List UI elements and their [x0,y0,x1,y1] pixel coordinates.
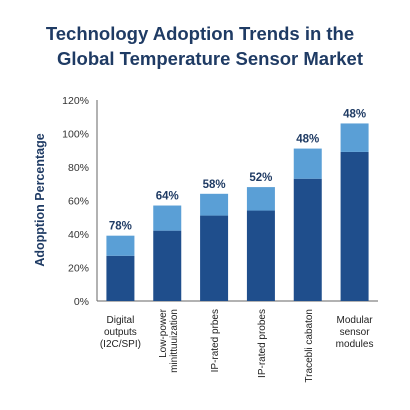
x-tick-label: modules [336,339,374,350]
x-tick-label: Tracebli cabaton [304,309,315,383]
x-tick-label: IP-rated probes [257,309,268,378]
x-tick-label: outputs [104,327,137,338]
y-tick-label: 20% [68,263,89,275]
data-label: 48% [296,134,319,146]
data-label: 58% [203,179,226,191]
bar-segment-top [340,123,369,152]
bar-segment-base [293,178,322,301]
x-tick-label: Digital [107,315,135,326]
data-label: 64% [156,191,179,203]
data-label: 48% [343,108,366,120]
x-tick-label: IP-rated prbes [210,309,221,372]
y-tick-label: 120% [62,95,89,107]
data-label: 78% [109,221,132,233]
x-tick-label: minittuuization [169,309,180,373]
bar-segment-base [106,255,135,301]
x-tick-label: sensor [340,327,371,338]
y-tick-label: 0% [74,296,89,308]
x-tick-label: Low-power [158,308,169,358]
bar-segment-top [106,235,135,256]
y-tick-label: 80% [68,162,89,174]
y-tick-label: 60% [68,196,89,208]
x-tick-label: Modular [337,315,374,326]
bar-segment-base [153,230,182,301]
chart-title-line-2: Global Temperature Sensor Market [57,48,363,69]
bar-segment-base [246,210,275,301]
y-tick-label: 40% [68,229,89,241]
bar-segment-top [153,205,182,231]
y-axis-label: Adopption Percentage [33,133,47,266]
data-label: 52% [249,172,272,184]
x-tick-label: (I2C/SPI) [100,339,141,350]
bar-segment-base [200,215,229,301]
plot-area: 0% 20% 40% 60% 80% 100% 120% 78% Digitaloutputs(… [62,95,378,383]
bar-segment-top [293,148,322,179]
bar-segment-base [340,151,369,301]
y-tick-label: 100% [62,129,89,141]
chart-title-line-1: Technology Adoption Trends in the [46,23,354,44]
bar-segment-top [246,187,275,211]
bar-segment-top [200,193,229,216]
